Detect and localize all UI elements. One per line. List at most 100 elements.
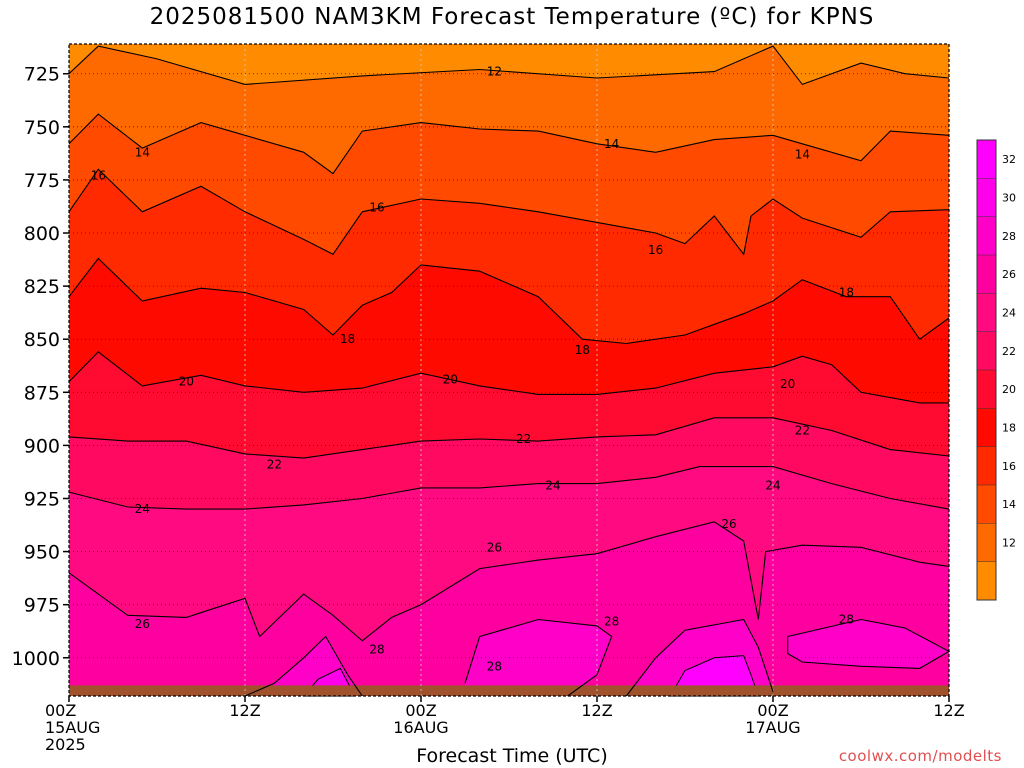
y-tick-label: 925 <box>24 488 60 510</box>
colorbar-swatch <box>977 293 996 332</box>
x-tick-label: 2025 <box>45 735 86 754</box>
x-tick-label: 12Z <box>581 701 612 720</box>
contour-label: 24 <box>765 479 780 493</box>
colorbar-label: 16 <box>1002 460 1016 473</box>
contour-label: 18 <box>839 285 854 299</box>
contour-label: 28 <box>487 659 502 673</box>
contour-label: 14 <box>795 147 810 161</box>
contour-lines <box>68 45 951 697</box>
x-axis-label: Forecast Time (UTC) <box>416 745 608 767</box>
x-tick-label: 00Z <box>405 701 436 720</box>
y-tick-label: 875 <box>24 382 60 404</box>
colorbar-swatch <box>977 370 996 409</box>
temperature-band <box>69 258 949 403</box>
y-tick-label: 825 <box>24 276 60 298</box>
colorbar-swatch <box>977 485 996 524</box>
x-tick-label: 12Z <box>933 701 964 720</box>
contour-label: 20 <box>179 375 194 389</box>
chart-title: 2025081500 NAM3KM Forecast Temperature (… <box>149 4 875 30</box>
contour-16 <box>68 168 950 256</box>
temperature-bands <box>69 44 949 696</box>
colorbar-label: 12 <box>1002 537 1016 550</box>
contour-label: 26 <box>721 517 736 531</box>
colorbar-label: 28 <box>1002 230 1016 243</box>
colorbar-swatch <box>977 255 996 294</box>
colorbar-swatch <box>977 523 996 562</box>
y-tick-label: 1000 <box>12 648 60 670</box>
y-tick-label: 800 <box>24 223 60 245</box>
contour-label: 26 <box>135 617 150 631</box>
contour-18 <box>68 257 950 345</box>
contour-label: 18 <box>575 343 590 357</box>
contour-26 <box>68 521 950 642</box>
y-tick-label: 950 <box>24 542 60 564</box>
colorbar-swatch <box>977 216 996 255</box>
plot-frame <box>68 43 950 697</box>
contour-label: 28 <box>369 642 384 656</box>
colorbar-label: 24 <box>1002 307 1016 320</box>
y-tick-label: 900 <box>24 435 60 457</box>
contour-28 <box>244 635 363 697</box>
contour-labels: 12 14 14 14 16 16 16 18 18 18 20 20 20 22 22 22 24 24 24 26… <box>91 65 854 674</box>
contour-28 <box>625 618 774 697</box>
contour-20 <box>68 351 949 404</box>
grid-lines <box>68 44 950 696</box>
colorbar-swatch <box>977 331 996 370</box>
x-tick-label: 00Z <box>757 701 788 720</box>
contour-label: 12 <box>487 65 502 79</box>
temperature-band <box>69 466 949 641</box>
colorbar-label: 20 <box>1002 383 1016 396</box>
y-tick-label: 850 <box>24 329 60 351</box>
colorbar-label: 22 <box>1002 345 1016 358</box>
temperature-band <box>69 417 949 510</box>
contour-label: 20 <box>780 377 795 391</box>
contour-label: 16 <box>91 169 106 183</box>
contour-28 <box>464 618 613 697</box>
contour-label: 26 <box>487 540 502 554</box>
colorbar: 12 14 16 18 20 22 24 26 28 30 32 <box>976 139 1016 601</box>
contour-label: 28 <box>839 613 854 627</box>
y-tick-label: 975 <box>24 595 60 617</box>
warm-pocket <box>787 619 949 669</box>
contour-label: 22 <box>267 458 282 472</box>
y-tick-label: 725 <box>24 64 60 86</box>
temperature-band <box>69 114 949 255</box>
contour-14 <box>68 113 950 175</box>
plot-border <box>68 43 950 697</box>
temperature-band <box>69 169 949 344</box>
contour-label: 16 <box>648 243 663 257</box>
colorbar-label: 14 <box>1002 498 1016 511</box>
x-tick-label: 00Z <box>45 701 76 720</box>
temperature-band <box>69 46 949 174</box>
contour-label: 20 <box>443 373 458 387</box>
contour-label: 24 <box>545 479 560 493</box>
colorbar-label: 30 <box>1002 192 1016 205</box>
contour-label: 22 <box>795 424 810 438</box>
x-tick-label: 16AUG <box>393 718 448 737</box>
colorbar-swatch <box>977 178 996 217</box>
contour-label: 28 <box>604 615 619 629</box>
ground-fill <box>69 685 949 696</box>
x-tick-label: 15AUG <box>45 718 100 737</box>
x-tick-label: 17AUG <box>745 718 800 737</box>
colorbar-swatch <box>977 561 996 600</box>
colorbar-label: 26 <box>1002 268 1016 281</box>
contour-24 <box>68 466 950 510</box>
contour-28 <box>787 618 951 669</box>
credit-text: coolwx.com/modelts <box>838 747 1002 765</box>
contour-label: 22 <box>516 432 531 446</box>
x-tick-label: 12Z <box>229 701 260 720</box>
contour-label: 16 <box>369 201 384 215</box>
y-axis: 725 750 775 800 825 850 875 900 925 950 975 1000 <box>12 64 69 670</box>
colorbar-label: 32 <box>1002 153 1016 166</box>
temperature-band <box>69 44 949 85</box>
colorbar-label: 18 <box>1002 422 1016 435</box>
warm-pocket <box>465 619 612 696</box>
y-tick-label: 775 <box>24 170 60 192</box>
contour-label: 14 <box>604 137 619 151</box>
temperature-band <box>69 351 949 459</box>
contour-label: 14 <box>135 145 150 159</box>
colorbar-swatch <box>977 408 996 447</box>
